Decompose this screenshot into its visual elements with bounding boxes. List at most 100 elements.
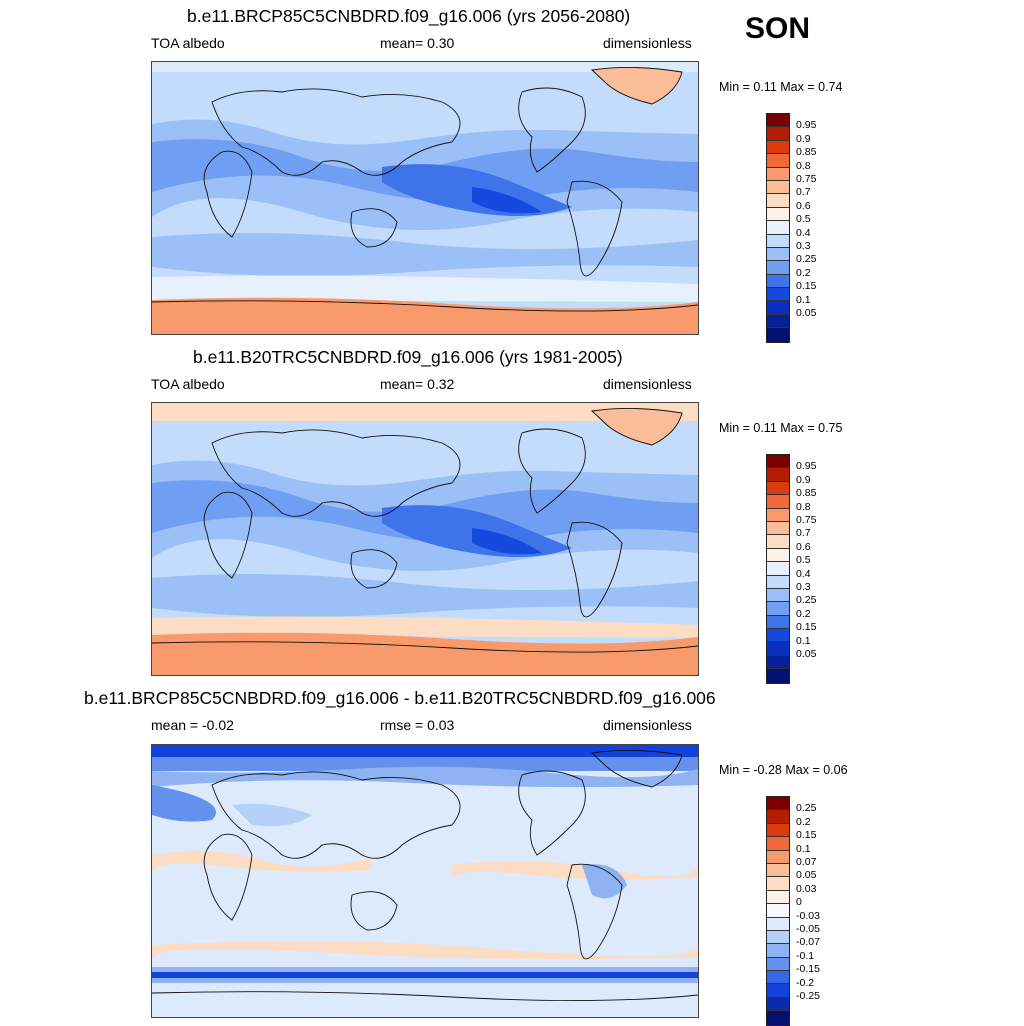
colorbar-tick-label: 0.4 bbox=[796, 567, 811, 580]
colorbar-segment bbox=[767, 850, 789, 864]
colorbar-segment bbox=[767, 535, 789, 549]
colorbar-tick-label: 0.15 bbox=[796, 829, 817, 842]
colorbar-tick-label: 0.95 bbox=[796, 460, 817, 473]
albedo-map bbox=[151, 402, 699, 676]
panel-title: b.e11.BRCP85C5CNBDRD.f09_g16.006 (yrs 20… bbox=[187, 6, 631, 26]
colorbar-tick-label: 0.05 bbox=[796, 648, 817, 660]
colorbar-tick-label: 0.85 bbox=[796, 487, 817, 500]
colorbar-segment bbox=[767, 669, 789, 683]
colorbar-segment bbox=[767, 180, 789, 195]
minmax-label: Min = 0.11 Max = 0.74 bbox=[719, 80, 843, 94]
colorbar-tick-label: -0.1 bbox=[796, 949, 815, 962]
colorbar-tick-label: -0.05 bbox=[796, 923, 820, 935]
colorbar-tick-label: 0.9 bbox=[796, 132, 811, 145]
colorbar-segment bbox=[767, 221, 789, 235]
colorbar-segment bbox=[767, 602, 789, 616]
colorbar-segment bbox=[767, 314, 789, 329]
units-label: dimensionless bbox=[603, 35, 692, 51]
colorbar-segment bbox=[767, 890, 789, 905]
mean-label: mean= 0.32 bbox=[380, 376, 455, 392]
colorbar-segment bbox=[767, 984, 789, 998]
colorbar-segment bbox=[767, 140, 789, 155]
minmax-label: Min = 0.11 Max = 0.75 bbox=[719, 421, 843, 435]
colorbar-tick-label: 0 bbox=[796, 896, 802, 909]
colorbar-tick-label: 0.25 bbox=[796, 594, 817, 607]
colorbar-segment bbox=[767, 944, 789, 958]
colorbar-tick-label: 0.3 bbox=[796, 240, 811, 252]
colorbar-segment bbox=[767, 837, 789, 851]
units-label: dimensionless bbox=[603, 717, 692, 733]
albedo-map bbox=[151, 61, 699, 335]
colorbar-tick-label: 0.2 bbox=[796, 815, 811, 828]
colorbar-segment bbox=[767, 234, 789, 248]
colorbar-tick-label: 0.75 bbox=[796, 514, 817, 526]
colorbar-segment bbox=[767, 468, 789, 482]
variable-label: TOA albedo bbox=[151, 35, 225, 51]
colorbar-segment bbox=[767, 455, 789, 469]
colorbar-tick-label: 0.1 bbox=[796, 842, 811, 855]
colorbar-tick-label: 0.25 bbox=[796, 253, 817, 266]
colorbar-segment bbox=[767, 655, 789, 670]
panel-title: b.e11.BRCP85C5CNBDRD.f09_g16.006 - b.e11… bbox=[84, 688, 716, 708]
colorbar-segment bbox=[767, 301, 789, 315]
colorbar-tick-label: -0.25 bbox=[796, 990, 820, 1002]
colorbar bbox=[766, 796, 790, 1026]
colorbar-tick-label: 0.6 bbox=[796, 199, 811, 212]
variable-label: TOA albedo bbox=[151, 376, 225, 392]
colorbar-segment bbox=[767, 521, 789, 536]
colorbar bbox=[766, 454, 790, 684]
colorbar-tick-label: 0.15 bbox=[796, 280, 817, 293]
colorbar-segment bbox=[767, 642, 789, 656]
colorbar-tick-label: 0.1 bbox=[796, 293, 811, 306]
colorbar-tick-label: 0.25 bbox=[796, 802, 817, 815]
colorbar-segment bbox=[767, 288, 789, 302]
colorbar-segment bbox=[767, 810, 789, 824]
colorbar-segment bbox=[767, 917, 789, 931]
colorbar-segment bbox=[767, 495, 789, 509]
rmse-label: rmse = 0.03 bbox=[380, 717, 455, 733]
difference-map bbox=[151, 744, 699, 1018]
colorbar-segment bbox=[767, 930, 789, 945]
colorbar-tick-label: 0.03 bbox=[796, 882, 817, 895]
colorbar-segment bbox=[767, 548, 789, 563]
colorbar-segment bbox=[767, 154, 789, 168]
mean-label: mean= 0.30 bbox=[380, 35, 455, 51]
colorbar-segment bbox=[767, 167, 789, 181]
colorbar-segment bbox=[767, 615, 789, 630]
colorbar-segment bbox=[767, 823, 789, 838]
colorbar-segment bbox=[767, 328, 789, 342]
colorbar-segment bbox=[767, 971, 789, 985]
colorbar-tick-label: 0.07 bbox=[796, 856, 817, 868]
colorbar-tick-label: 0.7 bbox=[796, 527, 811, 540]
colorbar-segment bbox=[767, 997, 789, 1012]
colorbar-segment bbox=[767, 508, 789, 522]
colorbar-segment bbox=[767, 127, 789, 141]
colorbar-tick-label: 0.8 bbox=[796, 159, 811, 172]
mean-label: mean = -0.02 bbox=[151, 717, 234, 733]
colorbar-tick-label: 0.9 bbox=[796, 473, 811, 486]
colorbar-segment bbox=[767, 207, 789, 222]
colorbar-segment bbox=[767, 261, 789, 275]
colorbar bbox=[766, 113, 790, 343]
colorbar-segment bbox=[767, 904, 789, 918]
colorbar-segment bbox=[767, 575, 789, 589]
colorbar-tick-label: 0.8 bbox=[796, 500, 811, 513]
colorbar-tick-label: 0.95 bbox=[796, 119, 817, 132]
colorbar-tick-label: 0.75 bbox=[796, 173, 817, 185]
units-label: dimensionless bbox=[603, 376, 692, 392]
colorbar-tick-label: 0.85 bbox=[796, 146, 817, 159]
colorbar-tick-label: -0.15 bbox=[796, 963, 820, 976]
colorbar-segment bbox=[767, 957, 789, 972]
colorbar-segment bbox=[767, 481, 789, 496]
colorbar-tick-label: 0.2 bbox=[796, 607, 811, 620]
colorbar-tick-label: 0.15 bbox=[796, 621, 817, 634]
colorbar-segment bbox=[767, 1011, 789, 1025]
colorbar-tick-label: -0.07 bbox=[796, 936, 820, 949]
colorbar-segment bbox=[767, 877, 789, 891]
colorbar-tick-label: 0.5 bbox=[796, 554, 811, 567]
minmax-label: Min = -0.28 Max = 0.06 bbox=[719, 763, 848, 777]
season-label: SON bbox=[745, 12, 811, 45]
colorbar-tick-label: -0.03 bbox=[796, 909, 820, 922]
colorbar-tick-label: 0.5 bbox=[796, 213, 811, 226]
colorbar-segment bbox=[767, 797, 789, 811]
